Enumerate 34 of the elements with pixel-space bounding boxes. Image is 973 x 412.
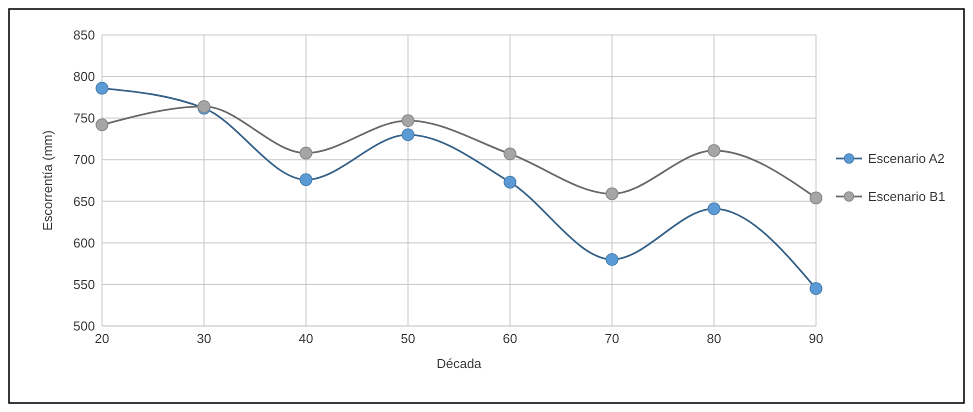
point bbox=[96, 82, 108, 95]
x-tick-label: 90 bbox=[808, 331, 824, 346]
point bbox=[504, 147, 516, 160]
x-axis-title: Década bbox=[436, 356, 482, 371]
y-tick-label: 500 bbox=[73, 318, 95, 334]
point bbox=[504, 176, 516, 189]
y-tick-label: 800 bbox=[73, 69, 95, 84]
point bbox=[402, 114, 414, 128]
x-tick-label: 70 bbox=[604, 331, 620, 346]
point bbox=[300, 173, 312, 186]
point bbox=[606, 187, 618, 200]
point bbox=[708, 202, 720, 216]
y-tick-label: 600 bbox=[73, 235, 95, 250]
x-tick-label: 40 bbox=[298, 331, 314, 346]
y-tick-label: 550 bbox=[73, 276, 95, 292]
point bbox=[606, 253, 618, 266]
point bbox=[810, 192, 822, 204]
legend-label: Escenario A2 bbox=[868, 151, 945, 166]
y-tick-label: 700 bbox=[73, 152, 95, 168]
point bbox=[96, 118, 108, 132]
y-tick-label: 650 bbox=[73, 194, 95, 209]
x-tick-label: 30 bbox=[196, 331, 212, 346]
point bbox=[708, 144, 720, 157]
x-tick-label: 80 bbox=[706, 331, 722, 346]
x-tick-label: 20 bbox=[94, 331, 110, 346]
point bbox=[810, 282, 822, 295]
y-axis-title: Escorrentía (mm) bbox=[40, 130, 55, 231]
legend-label: Escenario B1 bbox=[868, 189, 946, 204]
x-tick-label: 60 bbox=[502, 331, 518, 346]
y-tick-label: 750 bbox=[73, 110, 95, 126]
x-tick-label: 50 bbox=[400, 331, 416, 346]
y-tick-label: 850 bbox=[73, 28, 95, 42]
point bbox=[300, 146, 312, 160]
point bbox=[402, 128, 414, 142]
